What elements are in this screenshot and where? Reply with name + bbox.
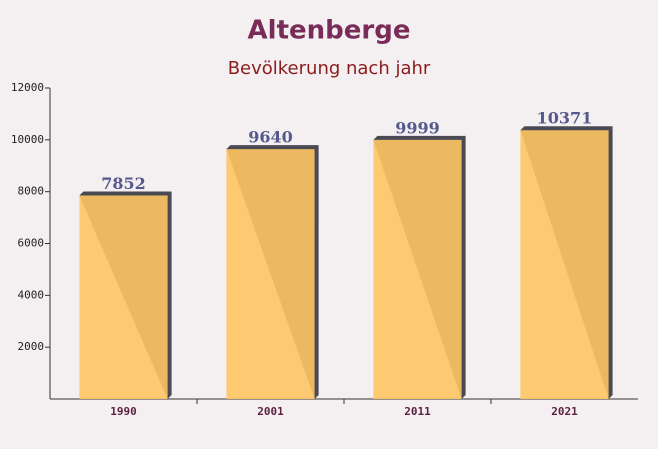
chart-title: Altenberge (248, 16, 411, 46)
bar (520, 130, 609, 399)
x-tick-label: 2011 (404, 405, 431, 418)
y-tick-label: 8000 (18, 185, 45, 198)
value-label: 9999 (395, 118, 440, 137)
value-label: 10371 (537, 109, 593, 128)
value-label: 9640 (248, 128, 293, 147)
y-tick-label: 4000 (18, 288, 45, 301)
y-tick-label: 6000 (18, 237, 45, 250)
bar (79, 195, 168, 399)
x-tick-label: 2001 (257, 405, 284, 418)
bar (226, 149, 315, 399)
bar (373, 139, 462, 399)
value-label: 7852 (101, 174, 146, 193)
y-tick-label: 12000 (11, 81, 44, 94)
x-tick-label: 2021 (551, 405, 578, 418)
x-tick-label: 1990 (110, 405, 137, 418)
y-tick-label: 2000 (18, 340, 45, 353)
chart-subtitle: Bevölkerung nach jahr (228, 58, 431, 79)
y-tick-label: 10000 (11, 133, 44, 146)
